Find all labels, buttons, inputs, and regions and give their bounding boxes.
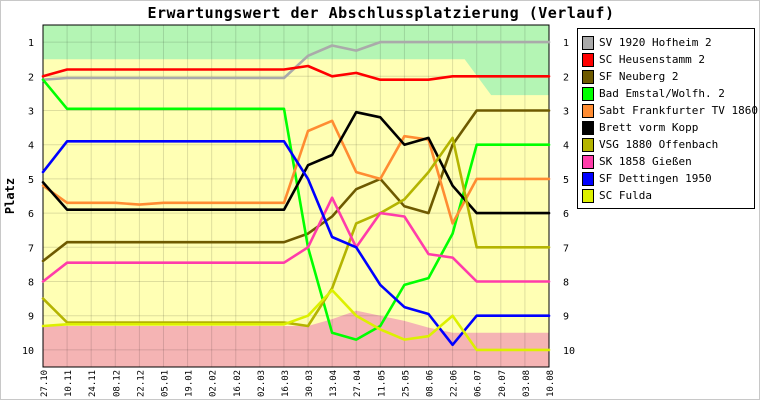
x-tick-label: 03.08 (522, 370, 532, 397)
y-tick-label-right: 2 (563, 72, 569, 83)
y-tick-label-left: 4 (28, 141, 34, 152)
y-tick-label-left: 10 (22, 346, 34, 357)
x-tick-label: 22.12 (136, 370, 146, 397)
legend-item: Bad Emstal/Wolfh. 2 (582, 85, 754, 102)
legend-swatch (582, 171, 594, 186)
legend: SV 1920 Hofheim 2 SC Heusenstamm 2 SF Neub… (577, 28, 759, 209)
y-tick-label-left: 9 (28, 312, 34, 323)
x-tick-label: 30.03 (305, 370, 315, 397)
legend-swatch (582, 86, 594, 101)
y-tick-label-left: 8 (28, 278, 34, 289)
legend-item: Brett vorm Kopp (582, 119, 754, 136)
legend-label: VSG 1880 Offenbach (599, 138, 719, 151)
x-tick-label: 13.04 (329, 370, 339, 397)
y-tick-label-right: 3 (563, 107, 569, 118)
legend-label: SV 1920 Hofheim 2 (599, 36, 712, 49)
legend-label: SF Dettingen 1950 (599, 172, 712, 185)
y-tick-label-right: 1 (563, 38, 569, 49)
legend-swatch (582, 154, 594, 169)
zone-relegation (43, 310, 549, 367)
legend-label: SC Fulda (599, 189, 652, 202)
x-tick-label: 05.01 (160, 370, 170, 397)
x-tick-label: 02.03 (257, 370, 267, 397)
legend-swatch (582, 69, 594, 84)
legend-label: SC Heusenstamm 2 (599, 53, 705, 66)
y-tick-label-right: 9 (563, 312, 569, 323)
legend-item: SC Heusenstamm 2 (582, 51, 754, 68)
y-tick-label-left: 7 (28, 243, 34, 254)
x-tick-label: 27.04 (353, 370, 363, 397)
x-tick-label: 08.06 (426, 370, 436, 397)
x-tick-label: 20.07 (498, 370, 508, 397)
legend-item: SV 1920 Hofheim 2 (582, 34, 754, 51)
legend-swatch (582, 35, 594, 50)
legend-item: VSG 1880 Offenbach (582, 136, 754, 153)
series-line-7 (41, 136, 551, 328)
legend-label: SK 1858 Gießen (599, 155, 692, 168)
series-line-9 (41, 140, 551, 347)
series-line-6 (41, 110, 551, 215)
x-tick-label: 10.11 (64, 370, 74, 397)
x-tick-label: 02.02 (209, 370, 219, 397)
legend-swatch (582, 120, 594, 135)
y-tick-label-right: 10 (563, 346, 575, 357)
series-line-10 (41, 288, 551, 352)
series-line-2 (41, 64, 551, 81)
x-tick-label: 24.11 (88, 370, 98, 397)
plot-frame (42, 24, 550, 368)
y-tick-label-right: 4 (563, 141, 569, 152)
legend-item: SC Fulda (582, 187, 754, 204)
y-tick-label-left: 3 (28, 107, 34, 118)
x-tick-label: 27.10 (40, 370, 50, 397)
x-tick-label: 16.02 (233, 370, 243, 397)
legend-item: SF Dettingen 1950 (582, 170, 754, 187)
legend-label: Brett vorm Kopp (599, 121, 699, 134)
legend-item: SK 1858 Gießen (582, 153, 754, 170)
legend-label: SF Neuberg 2 (599, 70, 679, 83)
y-tick-label-right: 7 (563, 243, 569, 254)
chart-title: Erwartungswert der Abschlussplatzierung … (147, 4, 615, 22)
series-line-3 (41, 109, 551, 263)
x-tick-label: 06.07 (474, 370, 484, 397)
y-tick-label-right: 6 (563, 209, 569, 220)
x-tick-label: 08.12 (112, 370, 122, 397)
x-tick-label: 19.01 (185, 370, 195, 397)
legend-item: SF Neuberg 2 (582, 68, 754, 85)
legend-swatch (582, 188, 594, 203)
y-tick-label-left: 1 (28, 38, 34, 49)
x-tick-label: 10.08 (546, 370, 556, 397)
y-tick-label-left: 5 (28, 175, 34, 186)
legend-swatch (582, 52, 594, 67)
y-tick-label-left: 6 (28, 209, 34, 220)
x-tick-label: 25.05 (401, 370, 411, 397)
legend-label: Bad Emstal/Wolfh. 2 (599, 87, 725, 100)
x-tick-label: 22.06 (450, 370, 460, 397)
y-tick-label-left: 2 (28, 72, 34, 83)
y-tick-label-right: 5 (563, 175, 569, 186)
x-tick-label: 16.03 (281, 370, 291, 397)
legend-swatch (582, 137, 594, 152)
x-tick-label: 11.05 (377, 370, 387, 397)
y-tick-label-right: 8 (563, 278, 569, 289)
legend-label: Sabt Frankfurter TV 1860 1 (599, 104, 760, 117)
legend-item: Sabt Frankfurter TV 1860 1 (582, 102, 759, 119)
series-line-8 (41, 196, 551, 283)
legend-swatch (582, 103, 594, 118)
